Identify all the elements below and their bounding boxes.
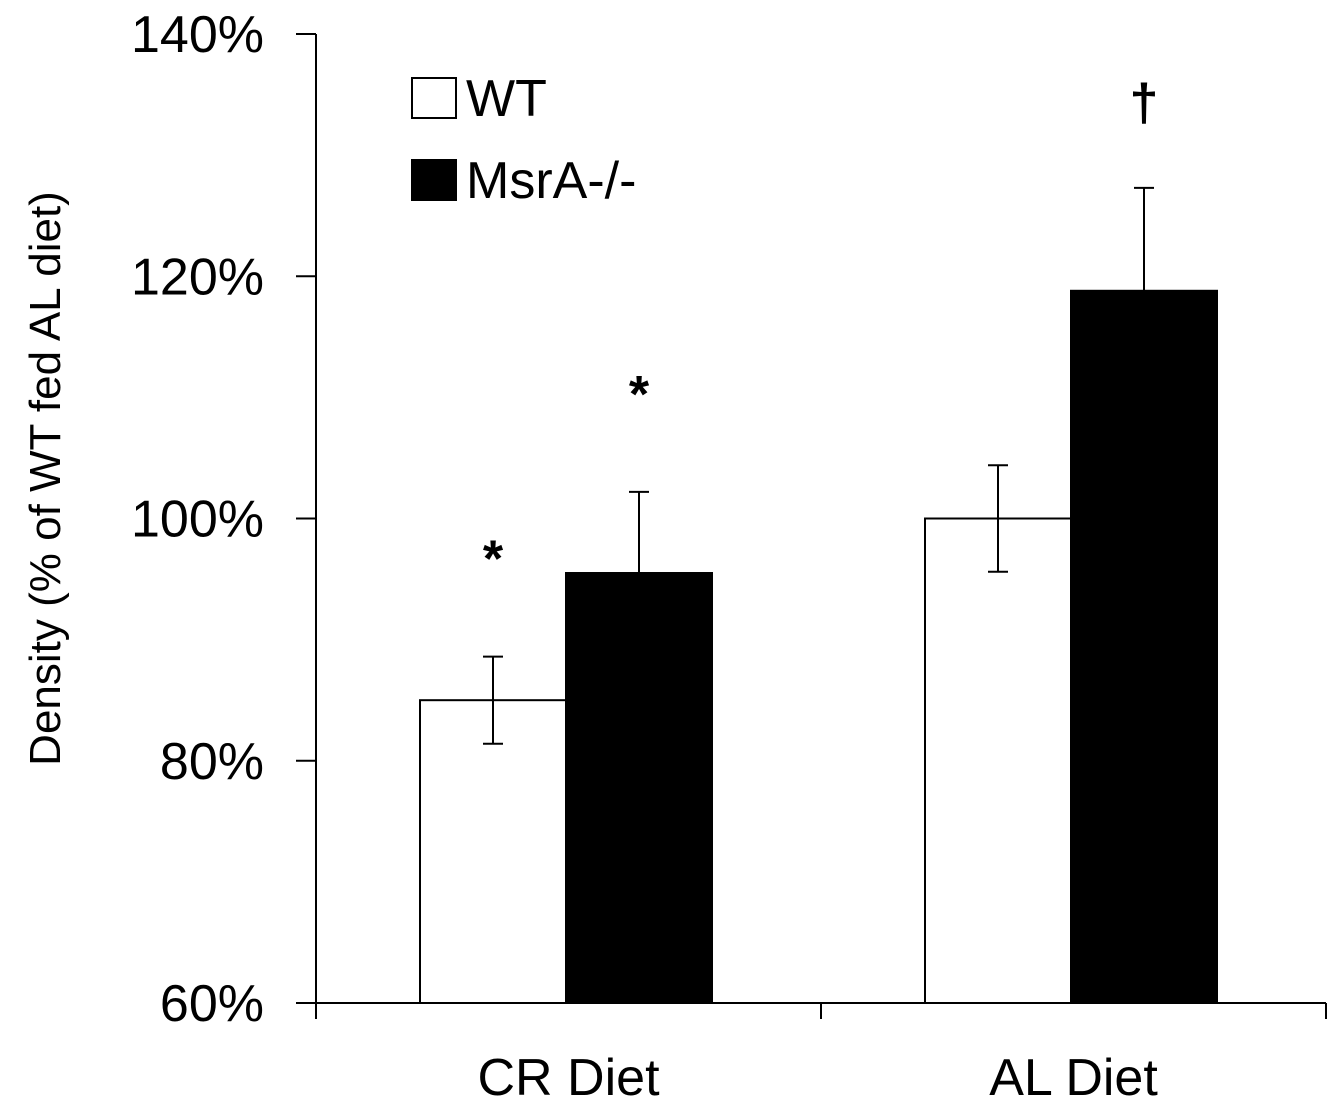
y-tick-label: 80% <box>160 733 264 791</box>
significance-asterisk: * <box>483 531 504 589</box>
y-axis-title: Density (% of WT fed AL diet) <box>21 191 70 766</box>
significance-asterisk: * <box>629 366 650 424</box>
x-tick-label: AL Diet <box>989 1049 1158 1102</box>
bar-wt-al-diet <box>924 517 1072 1004</box>
legend-label: MsrA-/- <box>466 152 636 210</box>
legend: WT MsrA-/- <box>411 70 636 210</box>
x-tick-label: CR Diet <box>477 1049 660 1102</box>
bar-wt-cr-diet <box>419 699 567 1004</box>
legend-swatch <box>411 159 457 201</box>
bar-msra--al-diet <box>1070 289 1218 1005</box>
axes-layer: 60% 80% 100% 120% 140% CR Diet AL Diet Density … <box>21 6 1327 1102</box>
legend-swatch <box>411 77 457 119</box>
significance-dagger: † <box>1130 74 1159 132</box>
y-tick-label: 120% <box>131 248 264 306</box>
y-tick-label: 140% <box>131 6 264 64</box>
y-tick-label: 100% <box>131 491 264 549</box>
legend-label: WT <box>466 70 547 128</box>
error-bars-layer <box>483 186 1154 745</box>
annotations-layer: * * † <box>483 74 1159 589</box>
bars-layer <box>419 289 1218 1005</box>
y-tick-label: 60% <box>160 975 264 1033</box>
